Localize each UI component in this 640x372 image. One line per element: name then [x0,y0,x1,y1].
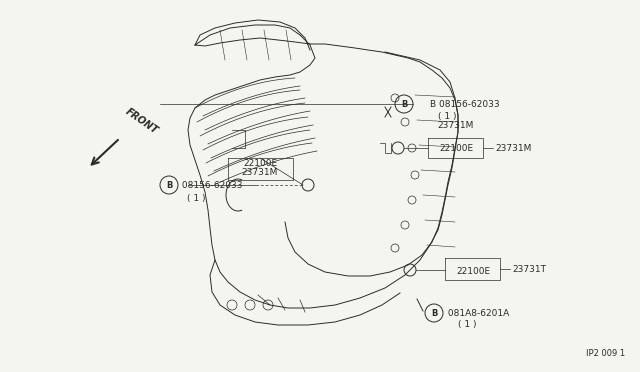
Text: B: B [431,308,437,317]
Text: IP2 009 1: IP2 009 1 [586,349,625,358]
Text: 23731M: 23731M [438,121,474,130]
Text: FRONT: FRONT [124,106,160,136]
Text: 22100E: 22100E [243,158,277,167]
Text: 23731M: 23731M [495,144,531,153]
Text: ( 1 ): ( 1 ) [438,112,456,121]
Text: 081A8-6201A: 081A8-6201A [445,308,509,317]
Text: 08156-62033: 08156-62033 [179,180,243,189]
Text: ( 1 ): ( 1 ) [187,193,205,202]
Text: B: B [401,99,407,109]
Text: B: B [166,180,172,189]
Text: 22100E: 22100E [439,144,473,153]
Text: 23731M: 23731M [242,167,278,176]
Text: B 08156-62033: B 08156-62033 [430,99,500,109]
Text: ( 1 ): ( 1 ) [458,321,477,330]
Text: 23731T: 23731T [512,264,546,273]
Text: 22100E: 22100E [456,267,490,276]
